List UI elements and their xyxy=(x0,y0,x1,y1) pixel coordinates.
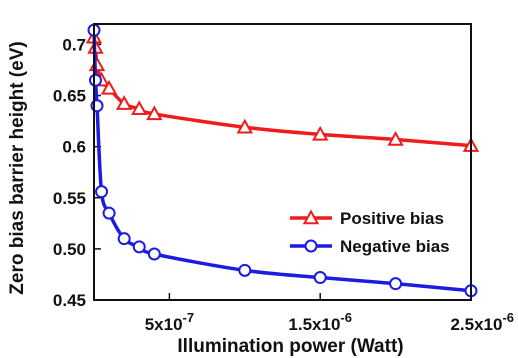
legend-marker xyxy=(302,209,320,225)
legend-item-positive-bias: Positive bias xyxy=(290,209,444,228)
series-positive-bias xyxy=(85,28,480,152)
legend-marker xyxy=(304,239,318,253)
y-axis-ticks: 0.45 0.50 0.55 0.6 0.65 0.7 xyxy=(53,35,101,310)
y-tick-label: 0.7 xyxy=(62,35,86,54)
y-axis-title: Zero bias barrier height (eV) xyxy=(7,41,28,294)
data-point-positive-bias xyxy=(131,100,148,116)
data-point-negative-bias xyxy=(238,263,252,277)
legend-label: Positive bias xyxy=(340,209,444,228)
data-point-positive-bias xyxy=(100,79,118,95)
y-tick-label: 0.55 xyxy=(53,189,86,208)
x-tick-label: 1.5x10-6 xyxy=(288,310,352,334)
plot-frame xyxy=(93,23,472,301)
y-tick-label: 0.65 xyxy=(53,87,86,106)
legend-item-negative-bias: Negative bias xyxy=(290,237,450,256)
data-point-positive-bias xyxy=(387,130,404,146)
data-point-negative-bias xyxy=(147,247,161,261)
data-point-negative-bias xyxy=(95,185,109,199)
legend-label: Negative bias xyxy=(340,237,450,256)
data-point-positive-bias xyxy=(312,125,329,141)
series-layer xyxy=(85,23,480,298)
data-point-positive-bias xyxy=(115,95,133,110)
series-line-positive-bias xyxy=(92,35,473,148)
legend: Positive bias Negative bias xyxy=(290,209,450,256)
data-point-negative-bias xyxy=(117,232,131,246)
data-point-negative-bias xyxy=(389,277,403,291)
data-point-negative-bias xyxy=(132,240,146,254)
data-point-positive-bias xyxy=(236,118,253,134)
x-axis-title: Illumination power (Watt) xyxy=(177,336,403,357)
data-point-negative-bias xyxy=(89,73,103,87)
data-point-positive-bias xyxy=(88,56,106,72)
data-point-negative-bias xyxy=(102,206,116,220)
y-tick-label: 0.6 xyxy=(62,138,86,157)
y-tick-label: 0.45 xyxy=(53,291,86,310)
x-tick-label: 2.5x10-6 xyxy=(450,310,514,334)
y-tick-label: 0.50 xyxy=(53,240,86,259)
x-tick-label: 5x10-7 xyxy=(145,310,194,334)
data-point-positive-bias xyxy=(146,105,163,121)
data-point-negative-bias xyxy=(313,271,327,285)
